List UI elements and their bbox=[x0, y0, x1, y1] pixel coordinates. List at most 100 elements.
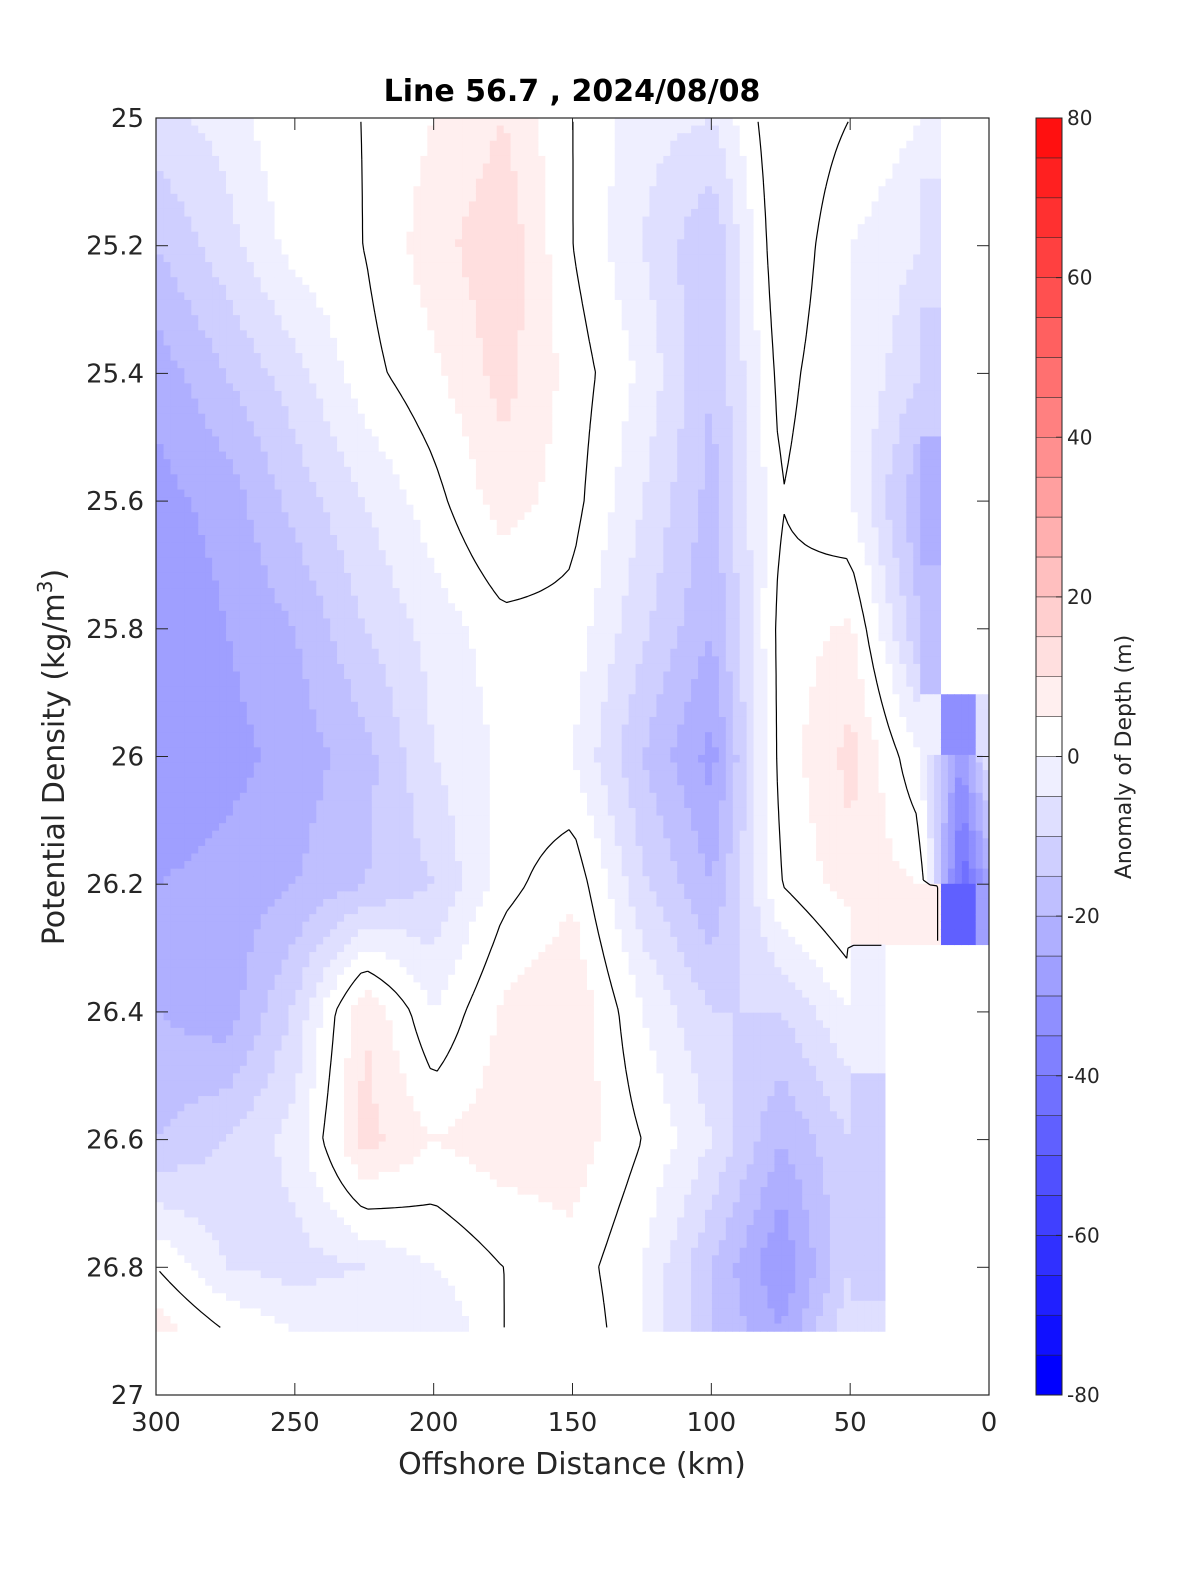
anomaly-cell bbox=[766, 178, 775, 187]
anomaly-cell bbox=[280, 299, 289, 309]
anomaly-cell bbox=[371, 239, 379, 248]
anomaly-cell bbox=[398, 383, 407, 392]
anomaly-cell bbox=[836, 406, 844, 415]
anomaly-cell bbox=[260, 262, 268, 271]
anomaly-cell bbox=[544, 322, 553, 331]
anomaly-cell bbox=[537, 246, 546, 256]
anomaly-cell bbox=[378, 428, 386, 438]
anomaly-cell bbox=[586, 307, 594, 316]
anomaly-cell bbox=[260, 148, 268, 157]
anomaly-cell bbox=[850, 178, 858, 187]
anomaly-cell bbox=[475, 436, 483, 445]
anomaly-cell bbox=[225, 299, 233, 309]
anomaly-cell bbox=[725, 118, 733, 127]
anomaly-cell bbox=[822, 307, 830, 316]
anomaly-cell bbox=[718, 246, 726, 256]
anomaly-cell bbox=[843, 353, 851, 362]
anomaly-cell bbox=[398, 140, 407, 149]
anomaly-cell bbox=[912, 375, 921, 384]
anomaly-cell bbox=[405, 345, 414, 354]
anomaly-cell bbox=[218, 269, 227, 278]
anomaly-cell bbox=[489, 360, 497, 369]
anomaly-cell bbox=[628, 284, 636, 293]
anomaly-cell bbox=[496, 133, 504, 142]
anomaly-cell bbox=[794, 368, 803, 377]
anomaly-cell bbox=[461, 436, 469, 445]
anomaly-cell bbox=[877, 390, 886, 400]
anomaly-cell bbox=[267, 133, 275, 142]
anomaly-cell bbox=[614, 171, 622, 180]
anomaly-cell bbox=[766, 269, 775, 278]
anomaly-cell bbox=[440, 277, 449, 286]
anomaly-cell bbox=[641, 360, 650, 369]
anomaly-cell bbox=[641, 171, 650, 180]
anomaly-cell bbox=[857, 451, 865, 460]
anomaly-cell bbox=[773, 383, 782, 392]
anomaly-cell bbox=[864, 193, 872, 202]
anomaly-cell bbox=[766, 208, 775, 218]
anomaly-cell bbox=[412, 155, 421, 165]
anomaly-cell bbox=[169, 155, 178, 165]
anomaly-cell bbox=[267, 118, 275, 127]
anomaly-cell bbox=[683, 368, 692, 377]
anomaly-cell bbox=[322, 428, 331, 438]
anomaly-cell bbox=[329, 383, 338, 392]
anomaly-cell bbox=[260, 360, 268, 369]
anomaly-cell bbox=[815, 375, 823, 384]
anomaly-cell bbox=[183, 398, 192, 407]
anomaly-cell bbox=[461, 193, 469, 202]
anomaly-cell bbox=[225, 307, 233, 316]
anomaly-cell bbox=[759, 299, 768, 309]
anomaly-cell bbox=[253, 383, 261, 392]
anomaly-cell bbox=[898, 390, 907, 400]
anomaly-cell bbox=[565, 292, 574, 301]
anomaly-cell bbox=[537, 345, 546, 354]
anomaly-cell bbox=[385, 262, 393, 271]
anomaly-cell bbox=[489, 133, 497, 142]
anomaly-cell bbox=[732, 337, 740, 347]
anomaly-cell bbox=[718, 421, 726, 430]
anomaly-cell bbox=[419, 178, 428, 187]
anomaly-cell bbox=[843, 315, 851, 324]
anomaly-cell bbox=[933, 421, 942, 430]
anomaly-cell bbox=[579, 163, 587, 172]
anomaly-cell bbox=[593, 246, 601, 256]
anomaly-cell bbox=[704, 118, 712, 127]
anomaly-cell bbox=[246, 413, 254, 422]
anomaly-cell bbox=[850, 444, 858, 453]
anomaly-cell bbox=[329, 125, 338, 134]
anomaly-cell bbox=[496, 246, 504, 256]
anomaly-cell bbox=[725, 254, 733, 263]
anomaly-cell bbox=[503, 269, 511, 278]
anomaly-cell bbox=[891, 118, 900, 127]
anomaly-cell bbox=[162, 315, 171, 324]
anomaly-cell bbox=[822, 451, 830, 460]
anomaly-cell bbox=[621, 398, 629, 407]
anomaly-cell bbox=[385, 390, 393, 400]
anomaly-cell bbox=[183, 353, 192, 362]
anomaly-cell bbox=[294, 315, 303, 324]
anomaly-cell bbox=[912, 345, 921, 354]
anomaly-cell bbox=[385, 353, 393, 362]
anomaly-cell bbox=[704, 353, 712, 362]
anomaly-cell bbox=[836, 246, 844, 256]
anomaly-cell bbox=[905, 246, 914, 256]
anomaly-cell bbox=[503, 193, 511, 202]
anomaly-cell bbox=[593, 375, 601, 384]
anomaly-cell bbox=[759, 428, 768, 438]
anomaly-cell bbox=[628, 178, 636, 187]
anomaly-cell bbox=[898, 375, 907, 384]
anomaly-cell bbox=[267, 163, 275, 172]
anomaly-cell bbox=[801, 421, 810, 430]
anomaly-cell bbox=[891, 406, 900, 415]
anomaly-cell bbox=[822, 390, 830, 400]
anomaly-cell bbox=[357, 406, 365, 415]
anomaly-cell bbox=[475, 269, 483, 278]
anomaly-cell bbox=[600, 224, 608, 233]
anomaly-cell bbox=[516, 413, 525, 422]
anomaly-cell bbox=[898, 368, 907, 377]
anomaly-cell bbox=[648, 118, 657, 127]
anomaly-cell bbox=[669, 186, 678, 195]
anomaly-cell bbox=[336, 322, 345, 331]
anomaly-cell bbox=[176, 269, 185, 278]
